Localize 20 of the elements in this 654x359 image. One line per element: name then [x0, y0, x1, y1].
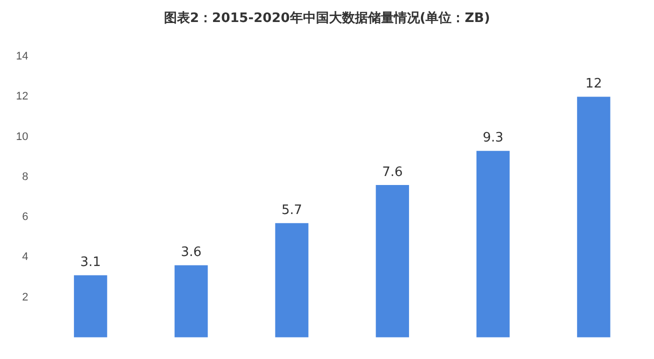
data-label: 3.1	[80, 255, 101, 270]
data-label: 9.3	[482, 130, 504, 146]
bar	[74, 275, 108, 338]
y-tick-label: 2	[22, 291, 28, 304]
bar	[275, 223, 308, 338]
y-tick-label: 8	[22, 170, 28, 183]
data-label: 3.6	[180, 245, 202, 260]
y-tick-label: 12	[16, 90, 28, 103]
data-label: 5.7	[281, 202, 302, 218]
chart-title: 图表2：2015-2020年中国大数据储量情况(单位：ZB)	[162, 10, 492, 28]
y-tick-label: 10	[16, 130, 28, 143]
data-label: 7.6	[382, 164, 403, 180]
bar	[376, 184, 410, 338]
y-tick-label: 6	[22, 211, 28, 224]
bar	[476, 150, 510, 338]
bar	[174, 265, 208, 338]
y-tick-label: 14	[16, 50, 28, 63]
bar	[577, 96, 610, 338]
y-tick-label: 4	[22, 251, 28, 264]
data-label: 12	[585, 76, 602, 92]
